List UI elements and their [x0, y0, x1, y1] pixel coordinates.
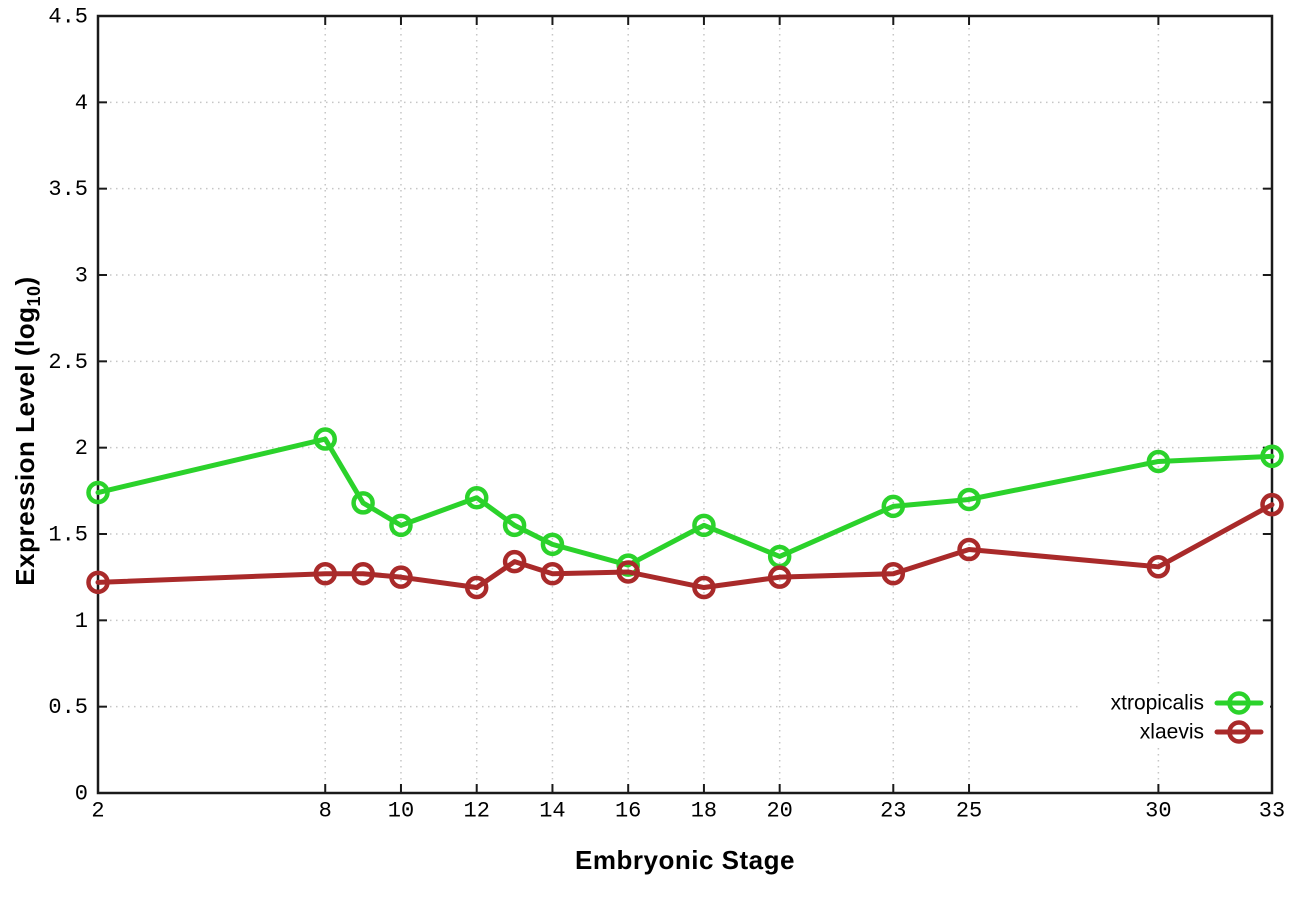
data-point — [692, 513, 716, 538]
data-point — [1260, 444, 1284, 469]
data-point — [389, 565, 413, 589]
y-tick-label: 4 — [75, 91, 88, 116]
data-point — [1260, 492, 1284, 517]
data-point — [1146, 449, 1171, 474]
x-tick-labels: 2 8 10 12 14 16 18 20 23 25 30 33 — [91, 798, 1285, 823]
series-xlaevis — [86, 492, 1284, 600]
y-tick-label: 0.5 — [48, 695, 88, 720]
y-axis-title-close: ) — [10, 276, 40, 286]
data-point — [957, 537, 981, 562]
data-point — [351, 561, 375, 586]
data-point — [313, 427, 337, 451]
x-tick-label: 25 — [956, 798, 982, 823]
y-tick-labels: 0 0.5 1 1.5 2 2.5 3 3.5 4 4.5 — [48, 5, 88, 807]
y-tick-label: 0 — [75, 782, 88, 807]
y-tick-label: 2.5 — [48, 350, 88, 375]
x-axis-title: Embryonic Stage — [575, 845, 795, 875]
legend: xtropicalis xlaevis — [1078, 686, 1270, 748]
y-tick-label: 2 — [75, 436, 88, 461]
legend-sample-marker — [1227, 691, 1251, 715]
data-point — [540, 532, 565, 557]
data-point — [389, 513, 413, 538]
data-point — [464, 485, 489, 510]
x-tick-label: 33 — [1259, 798, 1285, 823]
x-tick-label: 16 — [615, 798, 641, 823]
y-tick-label: 3 — [75, 264, 88, 289]
y-axis-title-text: Expression Level (log — [10, 306, 40, 586]
data-point — [502, 549, 527, 574]
x-tick-label: 18 — [691, 798, 717, 823]
y-axis-title-subscript: 10 — [24, 285, 45, 307]
series-line — [95, 502, 1275, 591]
x-tick-label: 30 — [1145, 798, 1171, 823]
plot-border — [96, 14, 1274, 795]
series-xtropicalis — [86, 427, 1284, 577]
x-tick-label: 2 — [91, 798, 104, 823]
data-point — [616, 560, 640, 584]
data-point — [502, 513, 527, 538]
x-tick-label: 12 — [464, 798, 490, 823]
data-point — [957, 487, 981, 512]
data-point — [86, 570, 110, 595]
x-tick-label: 23 — [880, 798, 906, 823]
data-point — [351, 491, 375, 515]
x-tick-label: 14 — [539, 798, 565, 823]
y-tick-label: 1.5 — [48, 523, 88, 548]
data-point — [464, 575, 489, 600]
y-axis-title: Expression Level (log10) — [10, 216, 44, 646]
legend-label-xtropicalis: xtropicalis — [1111, 692, 1204, 715]
y-tick-label: 1 — [75, 609, 88, 634]
x-tick-label: 8 — [319, 798, 332, 823]
y-tick-label: 4.5 — [48, 5, 88, 30]
legend-label-xlaevis: xlaevis — [1140, 721, 1204, 744]
x-tick-label: 20 — [766, 798, 792, 823]
x-tick-label: 10 — [388, 798, 414, 823]
tick-marks — [97, 15, 1273, 794]
data-point — [881, 561, 906, 586]
data-point — [767, 565, 792, 589]
series-line — [95, 436, 1275, 568]
data-point — [1146, 555, 1171, 579]
gridlines — [97, 15, 1273, 794]
legend-backing — [1078, 686, 1270, 748]
data-point — [881, 494, 906, 519]
data-point — [313, 561, 337, 586]
data-point — [692, 575, 716, 600]
y-tick-label: 3.5 — [48, 177, 88, 202]
legend-sample-marker — [1227, 720, 1251, 744]
data-point — [86, 480, 110, 505]
data-point — [540, 561, 565, 586]
